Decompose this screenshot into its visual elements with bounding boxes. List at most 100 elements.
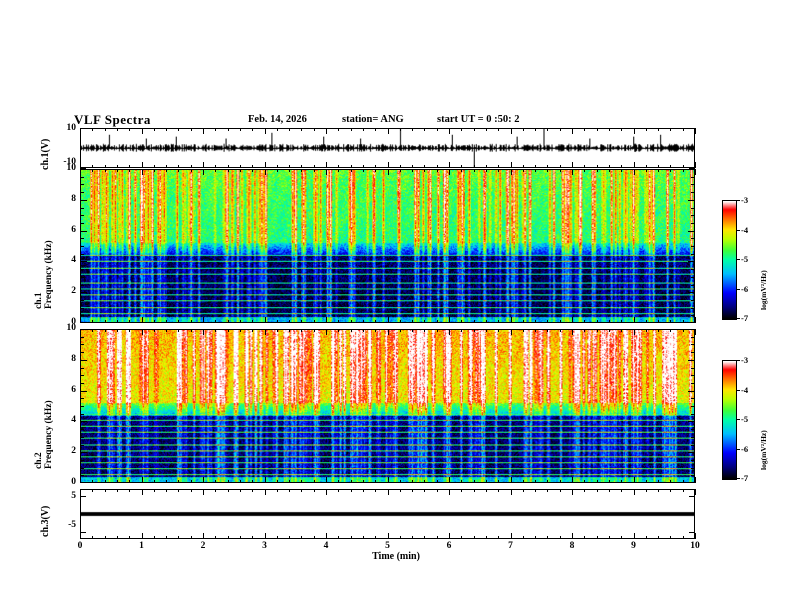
y-tick-ch1-waveform [80, 128, 86, 129]
axis-tick-ch2-spectrogram [572, 477, 573, 483]
y-tick-minor-ch1-spectrogram [691, 308, 695, 309]
y-tick-ch1-spectrogram [80, 200, 87, 201]
axis-tick-ch1-waveform [387, 162, 389, 168]
axis-tick-ch2-spectrogram [190, 480, 192, 483]
axis-tick-ch1-waveform [264, 128, 266, 134]
axis-tick-ch1-spectrogram [104, 320, 106, 323]
y-tick-ch1-spectrogram [688, 322, 695, 323]
axis-tick-ch1-spectrogram [461, 320, 463, 323]
y-tick-minor-ch1-spectrogram [691, 177, 695, 178]
axis-tick-ch3-waveform [498, 489, 500, 492]
axis-tick-ch1-waveform [141, 128, 143, 134]
axis-tick-ch1-waveform [621, 165, 623, 168]
axis-tick-ch1-spectrogram [596, 169, 598, 172]
axis-tick-ch2-spectrogram [338, 329, 340, 332]
axis-tick-ch2-spectrogram [252, 329, 254, 332]
y-tick-ch1-spectrogram [80, 261, 87, 262]
colorbar-ch1-gradient [723, 201, 736, 319]
axis-tick-ch3-waveform [399, 489, 401, 492]
axis-tick-ch1-waveform [178, 165, 180, 168]
axis-tick-ch1-spectrogram [510, 317, 512, 323]
axis-tick-ch3-waveform [239, 489, 241, 492]
axis-tick-ch1-spectrogram [498, 320, 500, 323]
axis-tick-ch1-spectrogram [473, 320, 475, 323]
y-tick-label-ch1-spectrogram: 4 [71, 255, 76, 265]
axis-tick-ch1-spectrogram [129, 169, 131, 172]
axis-tick-ch1-waveform [116, 165, 118, 168]
axis-tick-ch3-waveform [301, 536, 303, 539]
axis-tick-ch3-waveform [178, 536, 180, 539]
y-tick-ch2-spectrogram [688, 329, 695, 330]
y-tick-minor-ch1-spectrogram [80, 238, 84, 239]
axis-tick-ch3-waveform [670, 489, 672, 492]
axis-tick-ch1-spectrogram [387, 169, 389, 175]
ch3-waveform-canvas [81, 490, 694, 538]
axis-tick-ch2-spectrogram [535, 480, 537, 483]
axis-tick-ch1-spectrogram [129, 320, 131, 323]
y-tick-ch3-waveform [80, 532, 86, 533]
axis-tick-ch1-waveform [535, 128, 537, 131]
y-tick-minor-ch1-spectrogram [80, 184, 84, 185]
axis-tick-ch3-waveform [116, 489, 118, 492]
axis-tick-ch1-spectrogram [313, 169, 315, 172]
axis-tick-ch2-spectrogram [301, 480, 303, 483]
y-tick-minor-ch2-spectrogram [691, 445, 695, 446]
axis-tick-ch1-waveform [682, 128, 684, 131]
axis-tick-ch1-waveform [166, 165, 168, 168]
y-tick-ch2-spectrogram [80, 329, 87, 330]
axis-tick-ch2-spectrogram [559, 480, 561, 483]
y-tick-minor-ch2-spectrogram [80, 398, 84, 399]
axis-tick-ch2-spectrogram [596, 480, 598, 483]
y-tick-label-ch3-waveform: 5 [71, 491, 76, 501]
axis-tick-ch3-waveform [510, 533, 512, 539]
axis-tick-ch2-spectrogram [535, 329, 537, 332]
axis-tick-ch1-waveform [695, 162, 696, 168]
axis-tick-ch3-waveform [412, 536, 414, 539]
axis-tick-ch2-spectrogram [264, 329, 266, 335]
axis-tick-ch1-spectrogram [584, 169, 586, 172]
axis-tick-ch2-spectrogram [633, 477, 635, 483]
axis-tick-ch1-waveform [104, 165, 106, 168]
axis-tick-ch1-waveform [572, 162, 573, 168]
x-tick-label: 9 [631, 541, 636, 551]
axis-tick-ch2-spectrogram [436, 480, 438, 483]
axis-tick-ch3-waveform [658, 536, 660, 539]
axis-tick-ch1-waveform [264, 162, 266, 168]
axis-tick-ch3-waveform [313, 536, 315, 539]
axis-tick-ch2-spectrogram [399, 480, 401, 483]
axis-tick-ch2-spectrogram [92, 329, 94, 332]
axis-tick-ch2-spectrogram [633, 329, 635, 335]
y-tick-ch3-waveform [689, 496, 695, 497]
axis-tick-ch1-waveform [633, 162, 635, 168]
axis-tick-ch3-waveform [141, 489, 143, 495]
axis-tick-ch1-waveform [461, 128, 463, 131]
axis-tick-ch2-spectrogram [178, 329, 180, 332]
y-tick-ch1-spectrogram [688, 200, 695, 201]
y-tick-minor-ch2-spectrogram [691, 468, 695, 469]
axis-tick-ch1-waveform [104, 128, 106, 131]
axis-tick-ch2-spectrogram [399, 329, 401, 332]
axis-tick-ch2-spectrogram [313, 480, 315, 483]
ch1-spectrogram-canvas [81, 170, 694, 322]
axis-tick-ch1-spectrogram [559, 169, 561, 172]
axis-tick-ch1-waveform [498, 128, 500, 131]
header-station: station= ANG [342, 114, 404, 125]
x-tick-label: 3 [262, 541, 267, 551]
axis-tick-ch3-waveform [252, 536, 254, 539]
axis-tick-ch1-spectrogram [289, 169, 291, 172]
axis-tick-ch3-waveform [203, 489, 204, 495]
axis-tick-ch3-waveform [473, 536, 475, 539]
axis-tick-ch1-waveform [350, 165, 352, 168]
axis-tick-ch3-waveform [104, 536, 106, 539]
axis-tick-ch1-waveform [326, 128, 327, 134]
y-tick-minor-ch1-spectrogram [80, 269, 84, 270]
axis-tick-ch3-waveform [362, 489, 364, 492]
axis-tick-ch1-waveform [80, 128, 81, 134]
axis-tick-ch1-spectrogram [399, 320, 401, 323]
axis-tick-ch1-waveform [608, 128, 610, 131]
axis-tick-ch2-spectrogram [387, 329, 389, 335]
y-tick-minor-ch1-spectrogram [691, 254, 695, 255]
axis-tick-ch1-spectrogram [547, 169, 549, 172]
axis-tick-ch2-spectrogram [485, 329, 487, 332]
y-tick-ch2-spectrogram [80, 452, 87, 453]
